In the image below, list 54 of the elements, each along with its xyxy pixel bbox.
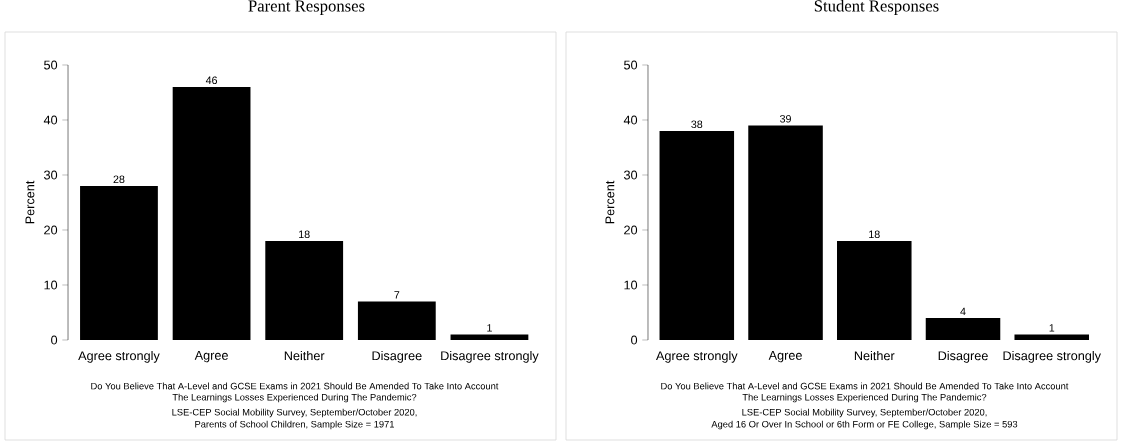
bar <box>925 317 1001 340</box>
text: The Learnings Losses Experienced During The Pandemic? <box>742 393 987 403</box>
x-tick-label: Agree <box>768 350 802 363</box>
bar <box>1014 334 1090 340</box>
text: Do You Believe That A-Level and GCSE Exams in 2021 Should Be Amended To Take Into Account <box>91 382 499 390</box>
y-tick-label: 10 <box>624 280 638 290</box>
data-label: 28 <box>113 175 125 184</box>
x-tick-label: Disagree strongly <box>1003 350 1101 363</box>
y-tick-label: 30 <box>623 170 638 180</box>
y-axis-title: Percent <box>605 180 615 224</box>
x-tick-label: Disagree <box>372 350 422 363</box>
y-tick-label: 10 <box>44 280 58 290</box>
chart-title: Parent Responses <box>248 0 365 15</box>
y-tick-label: 40 <box>43 115 58 125</box>
bar <box>748 125 823 340</box>
x-tick-label: Agree <box>194 350 228 363</box>
y-tick-label: 30 <box>44 170 58 180</box>
data-label: 1 <box>1049 324 1055 332</box>
text: Aged 16 Or Over In School or 6th Form or FE College, Sample Size = 593 <box>711 420 1018 430</box>
bar <box>659 131 735 340</box>
x-tick-label: Disagree strongly <box>441 350 539 363</box>
data-label: 46 <box>205 76 218 85</box>
data-label: 7 <box>394 291 400 299</box>
bar <box>80 185 158 340</box>
y-tick-label: 20 <box>44 225 58 235</box>
bar <box>172 86 251 340</box>
x-tick-label: Disagree <box>938 350 988 363</box>
y-tick-label: 0 <box>631 335 638 345</box>
x-tick-label: Agree strongly <box>78 350 160 363</box>
data-label: 18 <box>299 230 310 239</box>
text: The Learnings Losses Experienced During The Pandemic? <box>172 393 417 403</box>
bar <box>450 334 529 340</box>
x-tick-label: Neither <box>284 350 325 361</box>
y-axis-title: Percent <box>25 180 35 224</box>
x-tick-label: Neither <box>854 350 895 361</box>
chart-title: Student Responses <box>814 0 939 15</box>
data-label: 1 <box>487 324 492 332</box>
y-tick-label: 50 <box>624 60 638 70</box>
data-label: 4 <box>960 307 966 316</box>
text: Parents of School Children, Sample Size = 1971 <box>195 420 395 430</box>
bar <box>837 240 912 340</box>
y-tick-label: 50 <box>44 60 58 70</box>
data-label: 18 <box>869 230 880 239</box>
bar <box>357 301 436 340</box>
y-tick-label: 20 <box>624 225 638 235</box>
data-label: 39 <box>780 115 791 123</box>
text: Do You Believe That A-Level and GCSE Exams in 2021 Should Be Amended To Take Into Account <box>661 382 1069 390</box>
text: LSE-CEP Social Mobility Survey, September/October 2020, <box>172 408 417 418</box>
y-tick-label: 0 <box>51 335 58 345</box>
text: LSE-CEP Social Mobility Survey, September/October 2020, <box>742 408 987 418</box>
y-tick-label: 40 <box>623 115 638 125</box>
x-tick-label: Agree strongly <box>655 350 738 363</box>
bar <box>265 240 344 340</box>
data-label: 38 <box>691 120 703 129</box>
